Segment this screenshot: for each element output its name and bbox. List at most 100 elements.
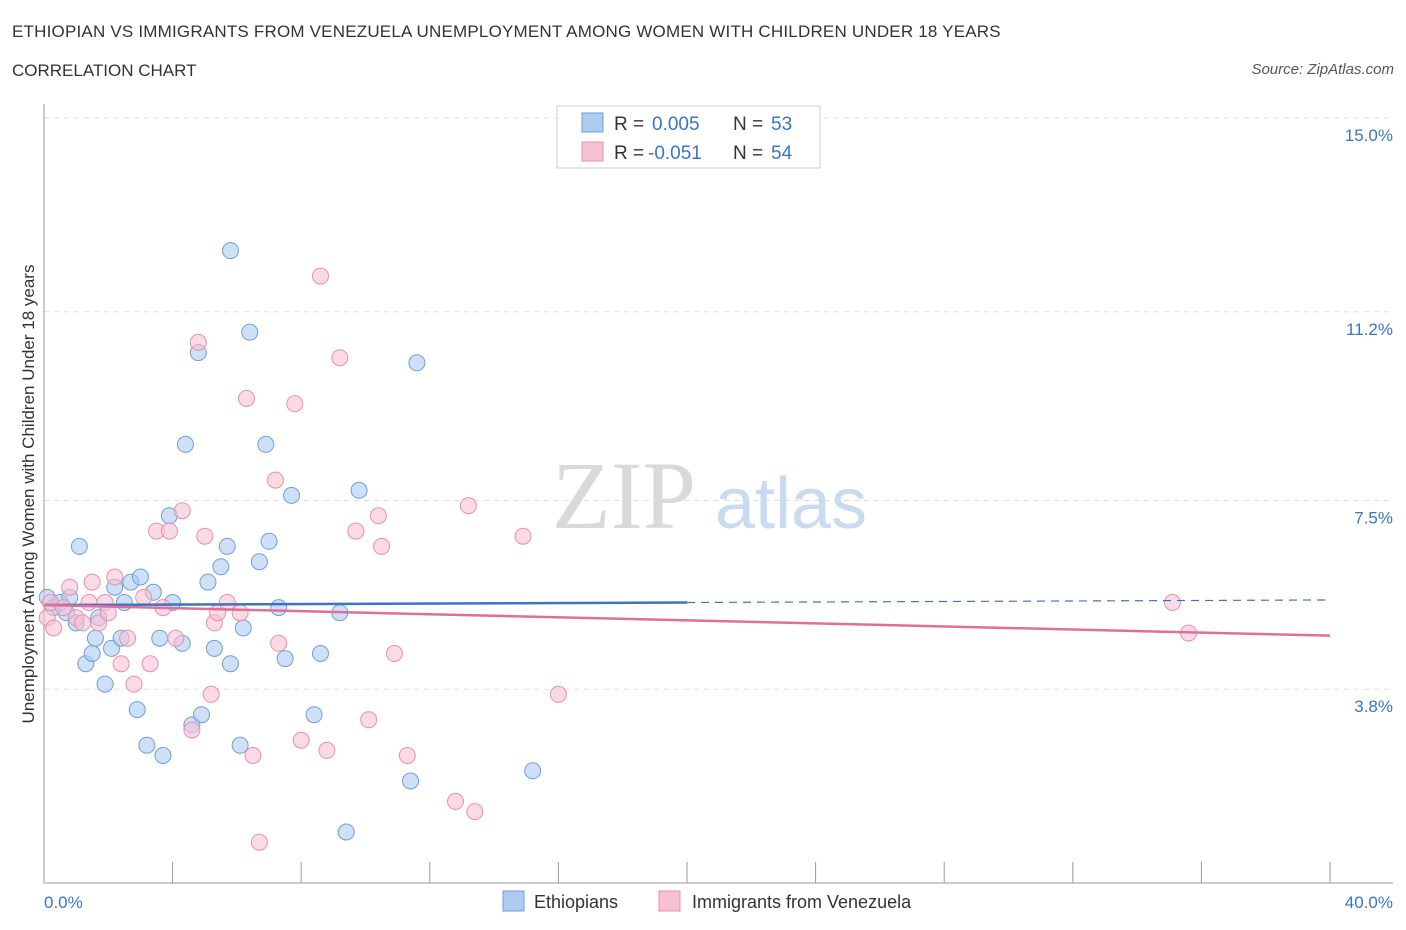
data-point	[250, 553, 268, 571]
data-point	[138, 736, 156, 754]
data-point	[83, 645, 101, 662]
data-point	[189, 333, 207, 351]
legend-n-value: 54	[771, 143, 793, 164]
legend-swatch-venezuela	[581, 141, 604, 162]
chart-title: ETHIOPIAN VS IMMIGRANTS FROM VENEZUELA U…	[12, 22, 1001, 41]
y-tick-label: 15.0%	[1345, 126, 1393, 145]
data-point	[331, 349, 349, 367]
data-point	[1163, 594, 1181, 611]
data-point	[369, 507, 387, 525]
legend-n-label: N =	[733, 143, 763, 164]
data-point	[260, 532, 278, 550]
data-point	[54, 599, 72, 617]
data-point	[398, 747, 416, 764]
series-legend: Ethiopians Immigrants from Venezuela	[502, 890, 912, 912]
data-point	[292, 731, 310, 749]
data-point	[244, 747, 262, 764]
series-ethiopians	[38, 242, 542, 841]
data-point	[373, 537, 391, 555]
data-point	[167, 629, 185, 647]
data-point	[218, 537, 236, 555]
legend-swatch-venezuela	[658, 890, 681, 912]
y-tick-label: 7.5%	[1354, 509, 1393, 528]
data-point	[466, 803, 484, 821]
data-point	[311, 645, 329, 662]
data-point	[231, 736, 249, 754]
y-tick-label: 3.8%	[1354, 697, 1393, 716]
legend-label-venezuela: Immigrants from Venezuela	[692, 892, 912, 912]
data-point	[141, 655, 159, 673]
data-point	[270, 599, 288, 617]
data-point	[119, 629, 137, 647]
legend-swatch-ethiopians	[581, 112, 604, 133]
data-point	[276, 650, 294, 668]
legend-n-label: N =	[733, 114, 763, 135]
data-point	[231, 604, 249, 622]
data-point	[183, 721, 201, 739]
data-point	[193, 706, 211, 724]
data-point	[83, 573, 101, 591]
x-tick-max: 40.0%	[1345, 893, 1393, 912]
data-point	[318, 741, 336, 759]
data-point	[135, 588, 153, 606]
chart-subtitle: CORRELATION CHART	[12, 61, 197, 80]
data-point	[74, 614, 92, 632]
data-point	[176, 435, 194, 453]
legend-r-value: -0.051	[648, 143, 702, 164]
data-point	[128, 701, 146, 719]
data-point	[131, 568, 149, 586]
trend-line-ethiopians	[43, 601, 688, 607]
data-point	[221, 242, 239, 260]
data-point	[286, 395, 304, 413]
data-point	[311, 267, 329, 285]
data-point	[202, 685, 220, 703]
trend-lines	[43, 599, 1331, 637]
data-point	[350, 481, 368, 499]
data-point	[205, 639, 223, 657]
data-point	[266, 471, 284, 489]
data-point	[250, 833, 268, 851]
data-point	[257, 435, 275, 453]
trend-line-ethiopians-extension	[686, 599, 1331, 604]
data-point	[347, 522, 365, 540]
data-point	[234, 619, 252, 637]
data-point	[305, 706, 323, 724]
watermark-atlas: atlas	[715, 464, 867, 544]
data-point	[106, 568, 124, 586]
data-point	[199, 573, 217, 591]
data-point	[385, 645, 403, 662]
legend-r-value: 0.005	[652, 114, 700, 135]
watermark-zip: ZIP	[552, 442, 696, 549]
data-point	[402, 772, 420, 790]
data-point	[160, 522, 178, 540]
data-point	[196, 527, 214, 545]
data-point	[337, 823, 355, 841]
data-point	[238, 390, 256, 407]
data-point	[96, 675, 114, 693]
data-point	[270, 634, 288, 652]
legend-r-label: R =	[614, 143, 644, 164]
y-tick-label: 11.2%	[1346, 320, 1393, 339]
stats-legend: R = 0.005 N = 53 R = -0.051 N = 54	[556, 105, 821, 169]
data-point	[45, 619, 63, 637]
legend-n-value: 53	[771, 114, 792, 135]
data-point	[408, 354, 426, 372]
data-point	[360, 711, 378, 729]
data-point	[86, 629, 104, 647]
data-point	[221, 655, 239, 673]
data-point	[459, 497, 477, 515]
legend-label-ethiopians: Ethiopians	[534, 892, 618, 912]
legend-r-label: R =	[614, 114, 644, 135]
data-point	[61, 578, 79, 596]
data-point	[125, 675, 143, 693]
data-point	[173, 502, 191, 520]
legend-swatch-ethiopians	[502, 890, 525, 912]
trend-line-venezuela	[43, 603, 1331, 637]
data-point	[524, 762, 542, 780]
data-point	[549, 685, 567, 703]
data-point	[151, 629, 169, 647]
y-tick-labels: 3.8% 7.5% 11.2% 15.0%	[1345, 126, 1393, 716]
x-tick-min: 0.0%	[44, 893, 83, 912]
data-point	[241, 323, 259, 341]
